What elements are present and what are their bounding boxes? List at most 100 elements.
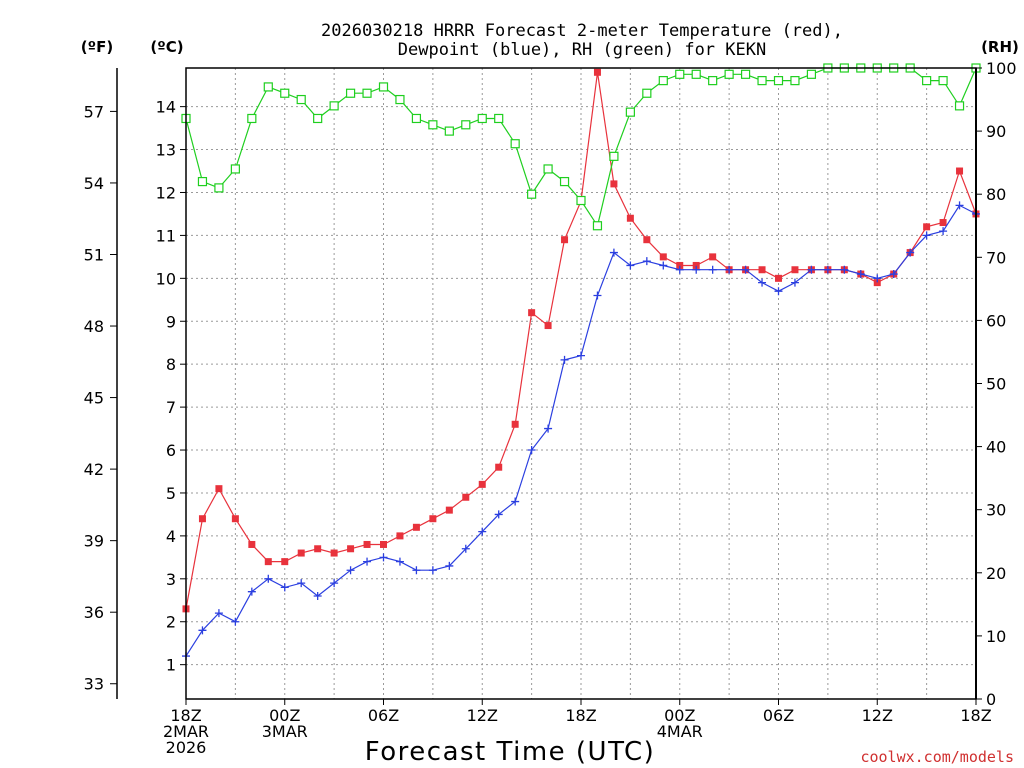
dewpoint-point: [955, 201, 964, 210]
temperature-point: [314, 545, 322, 553]
dewpoint-point: [659, 261, 668, 270]
tick-labels: 1234567891011121314333639424548515457010…: [84, 59, 1017, 757]
temperature-point: [281, 558, 289, 566]
dewpoint-point: [297, 579, 306, 588]
time-tick-label: 4MAR: [657, 722, 703, 741]
dewpoint-point: [214, 609, 223, 618]
dewpoint-point: [313, 591, 322, 600]
rh-tick-label: 10: [986, 627, 1006, 646]
left-unit-celsius: (ºC): [150, 38, 183, 56]
rh-point: [576, 195, 586, 206]
rh-point: [806, 69, 817, 79]
celsius-tick-label: 11: [156, 226, 176, 245]
rh-point: [642, 88, 652, 98]
dewpoint-point: [198, 626, 207, 635]
temperature-point: [873, 279, 881, 287]
temperature-point: [330, 549, 338, 557]
rh-point: [724, 69, 734, 79]
rh-point: [773, 76, 784, 86]
rh-point: [411, 113, 422, 124]
dewpoint-point: [577, 351, 585, 360]
dewpoint-point: [856, 270, 865, 279]
dewpoint-point: [494, 510, 503, 519]
temperature-point: [478, 480, 486, 488]
temperature-point: [593, 68, 601, 76]
time-tick-label: 18Z: [565, 706, 596, 725]
fahrenheit-tick-label: 45: [84, 389, 104, 408]
dewpoint-point: [346, 566, 355, 575]
left-unit-fahrenheit: (ºF): [81, 38, 113, 56]
rh-point: [230, 164, 240, 174]
dewpoint-point: [807, 265, 816, 274]
dewpoint-point: [774, 287, 783, 296]
rh-point: [510, 139, 520, 149]
dewpoint-point: [823, 265, 832, 274]
rh-point: [345, 88, 356, 98]
dewpoint-point: [758, 278, 767, 287]
temperature-point: [445, 506, 453, 514]
celsius-tick-label: 5: [166, 484, 176, 503]
temperature-point: [758, 266, 766, 274]
temperature-point: [198, 515, 206, 523]
dewpoint-point: [461, 544, 470, 553]
time-tick-label: 00Z: [269, 706, 300, 725]
dewpoint-point: [527, 446, 536, 455]
rh-point: [280, 88, 290, 98]
temperature-point: [956, 167, 964, 175]
dewpoint-point: [428, 566, 437, 575]
time-tick-label: 06Z: [368, 706, 399, 725]
time-tick-label: 12Z: [467, 706, 498, 725]
rh-point: [428, 120, 438, 130]
dewpoint-point: [922, 231, 931, 240]
dewpoint-point: [478, 527, 487, 536]
rh-point: [362, 88, 372, 98]
temperature-point: [511, 420, 519, 428]
temperature-point: [692, 261, 700, 269]
dewpoint-point: [395, 557, 404, 566]
rh-point: [329, 101, 339, 111]
fahrenheit-tick-label: 57: [84, 102, 104, 121]
time-tick-label: 18Z: [960, 706, 991, 725]
rh-tick-label: 90: [986, 122, 1006, 141]
dewpoint-point: [790, 278, 799, 287]
watermark: coolwx.com/models: [860, 748, 1014, 766]
dewpoint-point: [379, 553, 388, 562]
time-tick-label: 12Z: [862, 706, 893, 725]
dewpoint-point: [725, 265, 734, 274]
temperature-point: [528, 309, 536, 317]
rh-point: [691, 69, 701, 79]
temperature-point: [939, 219, 947, 227]
celsius-tick-label: 4: [166, 527, 176, 546]
rh-point: [708, 76, 718, 86]
dewpoint-point: [231, 617, 240, 626]
fahrenheit-tick-label: 42: [84, 460, 104, 479]
rh-point: [527, 189, 537, 199]
rh-tick-label: 70: [986, 248, 1006, 267]
temperature-point: [626, 214, 634, 222]
rh-point: [296, 94, 306, 105]
celsius-tick-label: 13: [156, 141, 176, 160]
celsius-tick-label: 9: [166, 312, 176, 331]
temperature-point: [297, 549, 305, 557]
rh-point: [757, 76, 767, 86]
dewpoint-point: [445, 561, 454, 570]
dewpoint-point: [593, 291, 602, 300]
temperature-point: [462, 493, 470, 501]
temperature-point: [231, 515, 239, 523]
dewpoint-point: [412, 566, 421, 575]
dewpoint-point: [330, 579, 339, 588]
temperature-point: [643, 236, 651, 244]
rh-point: [461, 120, 471, 130]
rh-tick-label: 60: [986, 311, 1006, 330]
celsius-tick-label: 12: [156, 183, 176, 202]
rh-point: [477, 113, 487, 124]
dewpoint-point: [906, 248, 915, 257]
temperature-point: [396, 532, 404, 540]
rh-tick-label: 50: [986, 375, 1006, 394]
rh-point: [922, 76, 932, 86]
dewpoint-point: [544, 424, 553, 433]
celsius-tick-label: 6: [166, 441, 176, 460]
temperature-point: [347, 545, 355, 553]
